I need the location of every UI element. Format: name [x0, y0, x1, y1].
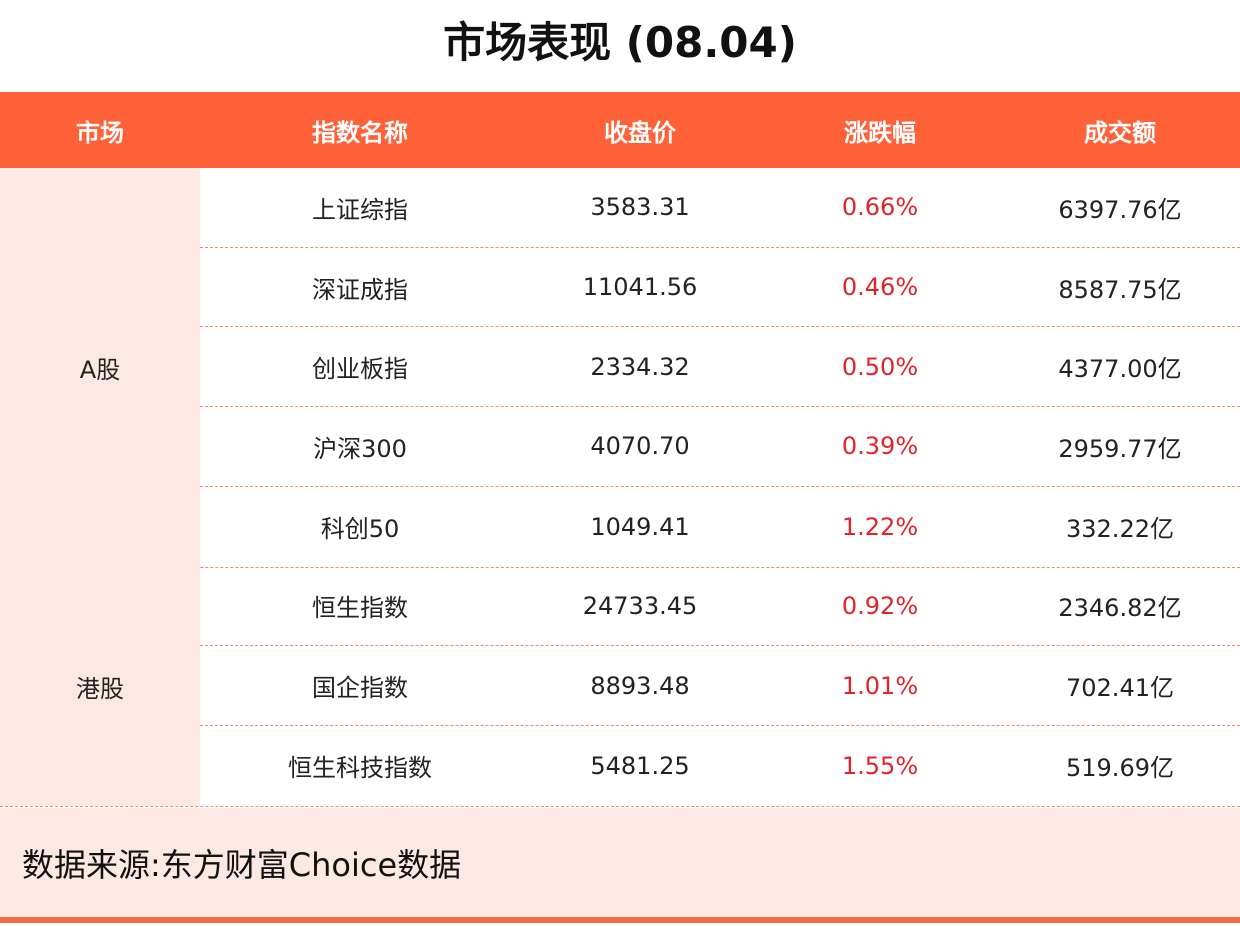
turnover: 519.69亿 — [1066, 754, 1174, 783]
close-price: 1049.41 — [590, 512, 690, 541]
index-name: 上证综指 — [312, 195, 408, 224]
divider — [0, 566, 1240, 568]
col-change: 涨跌幅 — [844, 118, 916, 147]
change-pct: 1.22% — [841, 512, 919, 541]
table-row: 国企指数 8893.48 1.01% 702.41亿 — [200, 646, 1240, 726]
change-pct: 0.50% — [841, 352, 919, 381]
turnover: 702.41亿 — [1066, 674, 1174, 703]
bottom-bar — [0, 917, 1240, 923]
turnover: 8587.75亿 — [1058, 275, 1182, 304]
close-price: 4070.70 — [590, 432, 690, 461]
market-label: 港股 — [0, 566, 200, 806]
table-row: 恒生科技指数 5481.25 1.55% 519.69亿 — [200, 726, 1240, 806]
close-price: 24733.45 — [582, 591, 698, 620]
divider — [0, 805, 1240, 807]
turnover: 332.22亿 — [1066, 515, 1174, 544]
turnover: 2346.82亿 — [1058, 594, 1182, 623]
table-row: 上证综指 3583.31 0.66% 6397.76亿 — [200, 168, 1240, 248]
index-name: 创业板指 — [312, 355, 408, 384]
change-pct: 0.39% — [841, 432, 919, 461]
index-name: 恒生科技指数 — [288, 754, 432, 783]
turnover: 2959.77亿 — [1058, 434, 1182, 463]
col-market: 市场 — [76, 118, 124, 147]
table-row: 沪深300 4070.70 0.39% 2959.77亿 — [200, 407, 1240, 487]
close-price: 5481.25 — [590, 751, 690, 780]
table-row: 科创50 1049.41 1.22% 332.22亿 — [200, 487, 1240, 567]
turnover: 6397.76亿 — [1058, 195, 1182, 224]
change-pct: 0.92% — [841, 591, 919, 620]
close-price: 11041.56 — [582, 273, 698, 302]
table-row: 创业板指 2334.32 0.50% 4377.00亿 — [200, 327, 1240, 408]
change-pct: 0.66% — [841, 193, 919, 222]
table-row: 恒生指数 24733.45 0.92% 2346.82亿 — [200, 567, 1240, 647]
index-name: 国企指数 — [312, 674, 408, 703]
turnover: 4377.00亿 — [1058, 355, 1182, 384]
market-group: 港股 恒生指数 24733.45 0.92% 2346.82亿国企指数 8893.48 1.… — [0, 566, 1240, 806]
index-name: 恒生指数 — [312, 594, 408, 623]
col-close: 收盘价 — [604, 118, 676, 147]
table-row: 深证成指 11041.56 0.46% 8587.75亿 — [200, 248, 1240, 328]
close-price: 2334.32 — [590, 352, 690, 381]
market-group: A股 上证综指 3583.31 0.66% 6397.76亿深证成指 11041.56 0.… — [0, 168, 1240, 567]
change-pct: 1.55% — [841, 751, 919, 780]
index-name: 科创50 — [320, 515, 400, 544]
source-note: 数据来源:东方财富Choice数据 — [0, 808, 1240, 919]
change-pct: 0.46% — [841, 273, 919, 302]
close-price: 8893.48 — [590, 671, 690, 700]
col-index-name: 指数名称 — [312, 118, 408, 147]
page-title: 市场表现 (08.04) — [443, 18, 797, 67]
index-name: 沪深300 — [313, 434, 407, 463]
index-name: 深证成指 — [312, 275, 408, 304]
col-turnover: 成交额 — [1084, 118, 1156, 147]
table-header: 市场 指数名称 收盘价 涨跌幅 成交额 — [0, 92, 1240, 168]
market-label: A股 — [0, 168, 200, 567]
close-price: 3583.31 — [590, 193, 690, 222]
change-pct: 1.01% — [841, 671, 919, 700]
